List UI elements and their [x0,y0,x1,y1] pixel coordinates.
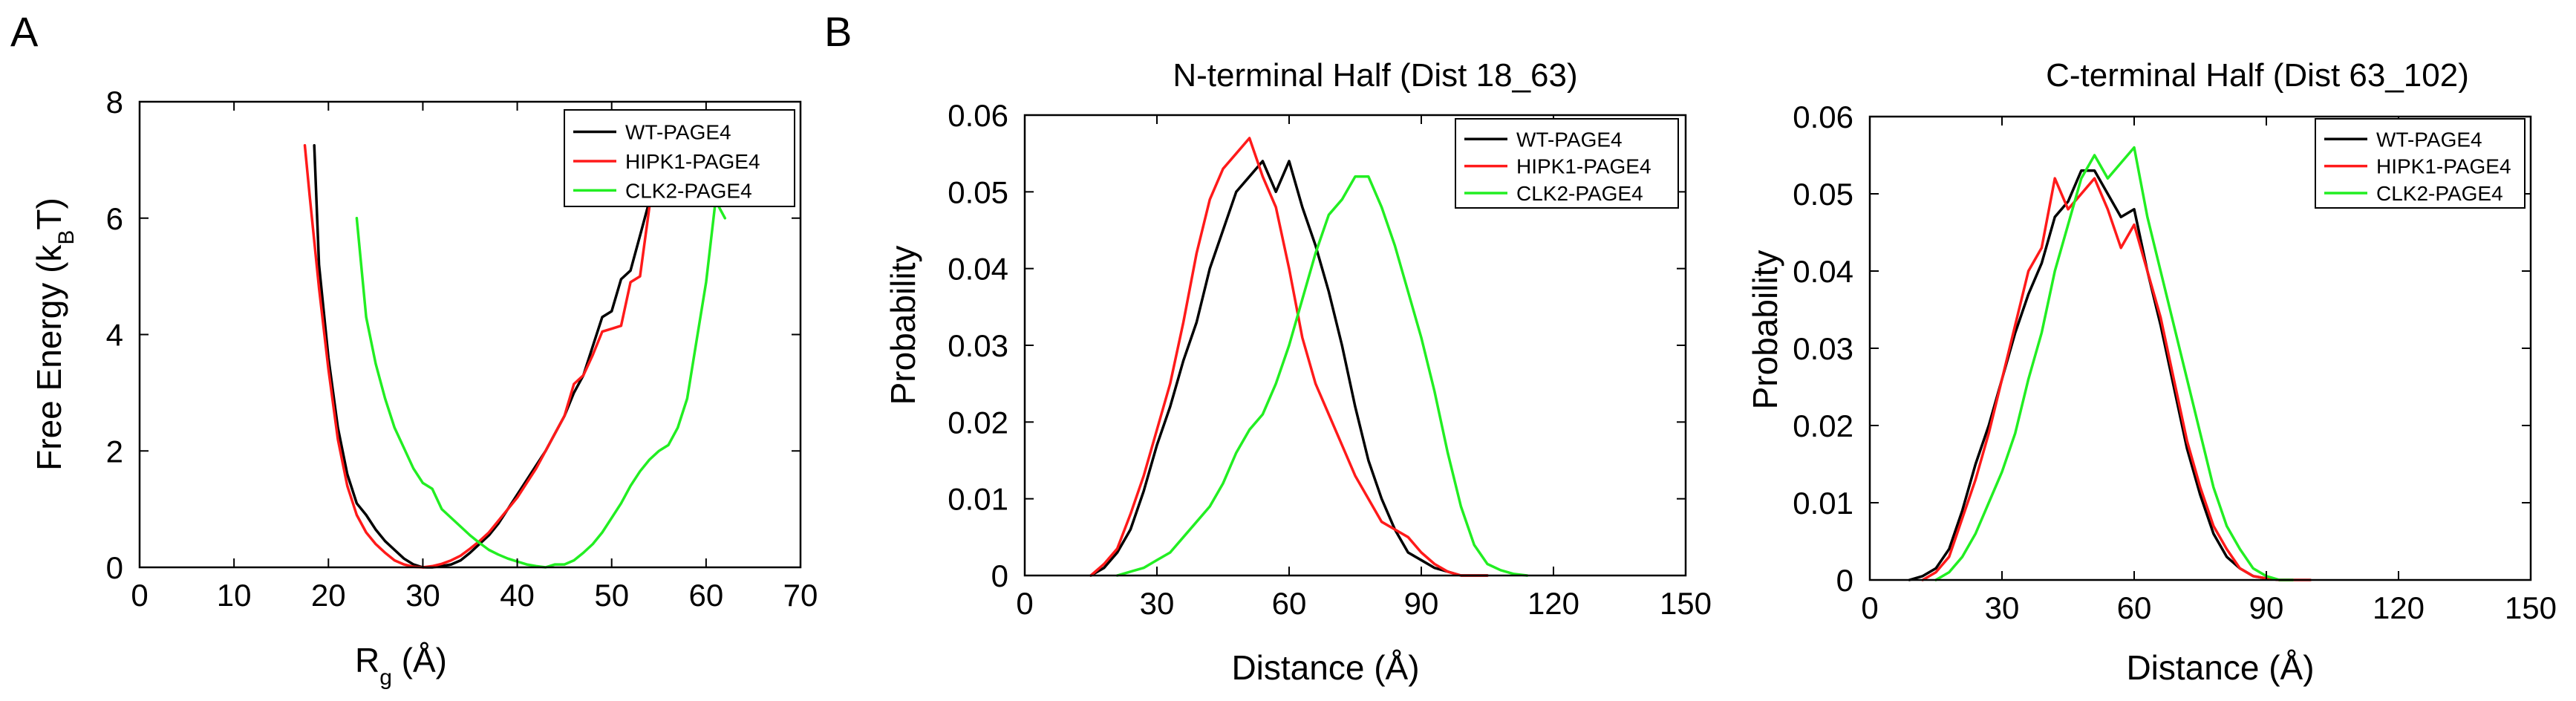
y-tick-label: 0.06 [948,98,1008,133]
legend: WT-PAGE4 HIPK1-PAGE4 CLK2-PAGE4 [564,109,795,207]
series-line-clk2 [355,199,727,569]
legend: WT-PAGE4 HIPK1-PAGE4 CLK2-PAGE4 [1455,118,1679,209]
y-tick-label: 0.02 [1793,408,1853,443]
y-tick-label: 0.03 [948,328,1008,363]
y-tick-label: 6 [106,201,123,236]
x-tick-label: 30 [1985,590,2020,625]
panel-label-a: A [10,8,39,55]
y-tick-label: 2 [106,434,123,469]
x-tick-label: 0 [131,578,148,613]
y-tick-label: 0.01 [948,482,1008,517]
series-line-wt [1089,160,1489,577]
x-tick-label: 150 [1660,586,1712,621]
y-axis-label: Probability [884,246,922,405]
legend-label-wt: WT-PAGE4 [1516,128,1623,151]
x-tick-label: 120 [2373,590,2425,625]
series-line-clk2 [1115,175,1529,577]
x-tick-label: 60 [2117,590,2152,625]
y-tick-label: 0.05 [948,175,1008,209]
legend-label-wt: WT-PAGE4 [625,121,731,144]
y-tick-label: 0.01 [1793,486,1853,521]
y-tick-label: 0.05 [1793,177,1853,212]
y-axis-label: Free Energy (kBT) [30,198,79,471]
x-tick-label: 10 [217,578,252,613]
x-tick-label: 30 [1140,586,1175,621]
panel-label-b: B [824,8,852,55]
legend-label-hipk1: HIPK1-PAGE4 [1516,155,1651,178]
axis-ticks: 0 30 60 90 120 150 0 0.01 0.02 0.03 0.04 0.05 0.06 [948,98,1712,621]
x-tick-label: 20 [311,578,346,613]
chart-free-energy: 0 10 20 30 40 50 60 70 0 2 4 6 8 WT-PAGE4 HIPK1-PAGE4… [30,85,818,690]
y-tick-label: 0 [991,558,1008,593]
legend-label-clk2: CLK2-PAGE4 [625,179,752,202]
y-tick-label: 0.06 [1793,100,1853,134]
chart-title: C-terminal Half (Dist 63_102) [2046,57,2469,94]
series-lines [303,144,727,569]
y-tick-label: 0 [1836,563,1853,598]
x-axis-label: Distance (Å) [1231,648,1419,687]
y-tick-label: 0.03 [1793,331,1853,366]
chart-title: N-terminal Half (Dist 18_63) [1173,57,1577,94]
y-tick-label: 0.04 [948,252,1008,287]
series-line-wt [1908,169,2295,581]
x-tick-label: 0 [1016,586,1033,621]
x-axis-label: Rg (Å) [355,641,447,690]
axis-ticks: 0 10 20 30 40 50 60 70 0 2 4 6 8 [106,85,818,613]
x-tick-label: 60 [1272,586,1307,621]
legend-label-hipk1: HIPK1-PAGE4 [625,150,760,173]
series-line-hipk1 [1089,137,1489,577]
x-tick-label: 70 [783,578,818,613]
x-tick-label: 90 [1404,586,1439,621]
series-line-wt [313,144,661,569]
legend-label-clk2: CLK2-PAGE4 [2376,182,2503,205]
y-tick-label: 4 [106,318,123,353]
series-line-hipk1 [1921,177,2312,581]
x-tick-label: 30 [405,578,440,613]
x-tick-label: 50 [594,578,629,613]
legend-label-wt: WT-PAGE4 [2376,128,2482,151]
x-tick-label: 0 [1861,590,1878,625]
y-tick-label: 0.04 [1793,254,1853,289]
y-axis-label: Probability [1746,250,1784,410]
x-tick-label: 120 [1527,586,1579,621]
series-lines [1089,137,1529,577]
series-lines [1908,146,2312,581]
y-tick-label: 0 [106,550,123,585]
x-tick-label: 90 [2249,590,2284,625]
x-tick-label: 60 [688,578,723,613]
series-line-clk2 [1934,146,2295,581]
chart-n-terminal: N-terminal Half (Dist 18_63) 0 30 60 90 120 1… [884,57,1712,687]
legend: WT-PAGE4 HIPK1-PAGE4 CLK2-PAGE4 [2315,118,2526,209]
x-axis-label: Distance (Å) [2126,648,2314,687]
x-tick-label: 150 [2505,590,2557,625]
series-line-hipk1 [303,144,661,569]
chart-c-terminal: C-terminal Half (Dist 63_102) 0 30 60 90 120… [1746,57,2557,687]
legend-label-clk2: CLK2-PAGE4 [1516,182,1643,205]
legend-label-hipk1: HIPK1-PAGE4 [2376,155,2511,178]
y-tick-label: 0.02 [948,405,1008,440]
y-tick-label: 8 [106,85,123,120]
axis-ticks: 0 30 60 90 120 150 0 0.01 0.02 0.03 0.04 0.05 0.06 [1793,100,2557,625]
x-tick-label: 40 [500,578,535,613]
